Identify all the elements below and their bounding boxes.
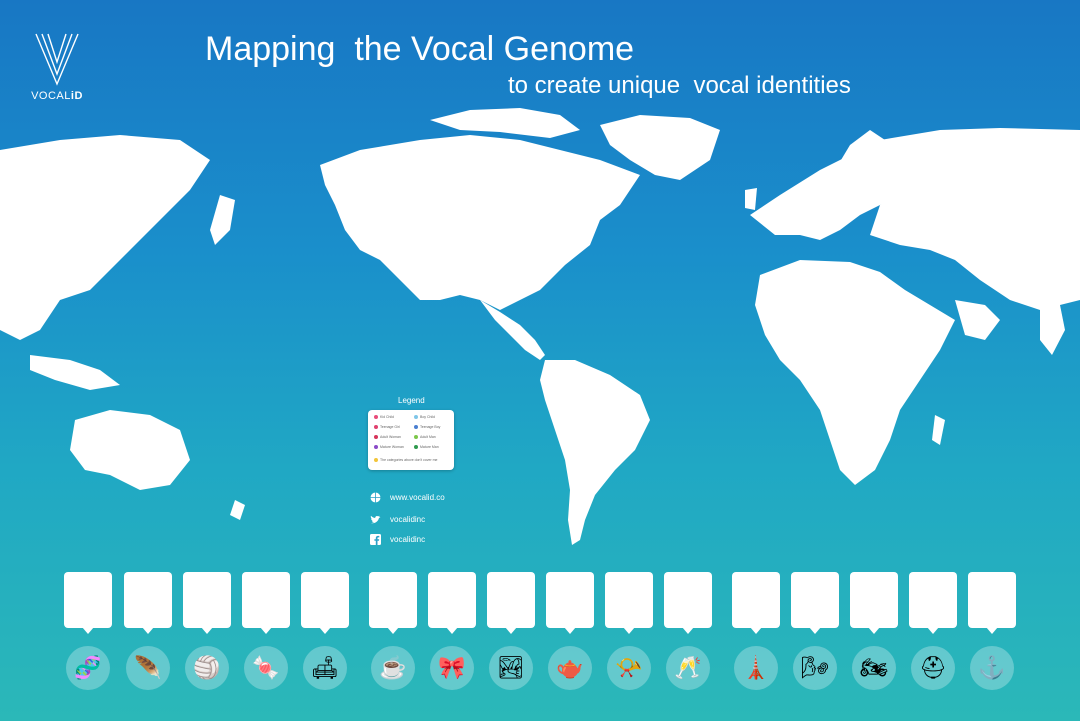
beach-ball-icon[interactable]: 🏐 bbox=[185, 646, 229, 690]
legend-dot bbox=[374, 435, 378, 440]
asia bbox=[870, 128, 1080, 310]
legend-dot bbox=[374, 415, 378, 420]
teapot-icon[interactable]: 🫖 bbox=[548, 646, 592, 690]
legend-label: Teenage Girl bbox=[380, 425, 400, 429]
legend-dot bbox=[414, 445, 418, 450]
legend-box: Kid Child Teenage Girl Adult Woman Mature W… bbox=[368, 410, 454, 470]
central-america bbox=[480, 300, 545, 360]
anchor-icon[interactable]: ⚓ bbox=[970, 646, 1014, 690]
facebook-link[interactable]: vocalidinc bbox=[370, 534, 425, 545]
speech-card[interactable] bbox=[301, 572, 349, 634]
dna-icon[interactable]: 🧬 bbox=[66, 646, 110, 690]
legend-dot bbox=[414, 415, 418, 420]
legend-label: The categories above don't cover me bbox=[380, 458, 438, 462]
legend-item: Mature Woman bbox=[374, 445, 404, 450]
whistle-icon[interactable]: 📯 bbox=[607, 646, 651, 690]
speech-card[interactable] bbox=[732, 572, 780, 634]
logo-text: VOCALiD bbox=[31, 90, 83, 102]
legend-label: Mature Woman bbox=[380, 445, 404, 449]
legend-dot bbox=[374, 458, 378, 463]
speech-card[interactable] bbox=[546, 572, 594, 634]
scandinavia bbox=[835, 130, 885, 180]
speech-card[interactable] bbox=[369, 572, 417, 634]
legend-label: Adult Woman bbox=[380, 435, 401, 439]
speech-card[interactable] bbox=[850, 572, 898, 634]
knight-helmet-icon[interactable]: ⛑ bbox=[911, 646, 955, 690]
speech-card[interactable] bbox=[968, 572, 1016, 634]
speech-card[interactable] bbox=[605, 572, 653, 634]
champagne-glass-icon[interactable]: 🥂 bbox=[666, 646, 710, 690]
legend-label: Boy Child bbox=[420, 415, 435, 419]
feather-icon[interactable]: 🪶 bbox=[126, 646, 170, 690]
arctic-islands bbox=[430, 108, 580, 138]
speech-card[interactable] bbox=[909, 572, 957, 634]
logo-mark-icon bbox=[35, 33, 79, 86]
legend-item: The categories above don't cover me bbox=[374, 458, 438, 463]
uk bbox=[745, 188, 757, 210]
asia-east bbox=[0, 135, 210, 340]
se-asia-islands bbox=[30, 355, 120, 390]
south-america bbox=[540, 360, 650, 545]
twitter-link[interactable]: vocalidinc bbox=[370, 514, 425, 525]
speech-card[interactable] bbox=[428, 572, 476, 634]
landscape-icon[interactable]: 🏞 bbox=[489, 646, 533, 690]
legend-dot bbox=[414, 425, 418, 430]
page-title: Mapping the Vocal Genome bbox=[205, 30, 635, 68]
legend-dot bbox=[374, 425, 378, 430]
legend-dot bbox=[414, 435, 418, 440]
legend-item: Kid Child bbox=[374, 415, 395, 420]
legend-dot bbox=[374, 445, 378, 450]
legend-item: Boy Child bbox=[414, 415, 435, 420]
legend-item: Adult Man bbox=[414, 435, 436, 440]
website-link[interactable]: www.vocalid.co bbox=[370, 492, 445, 503]
armchair-icon[interactable]: 🛋 bbox=[303, 646, 347, 690]
coffee-cup-icon[interactable]: ☕ bbox=[371, 646, 415, 690]
speech-card[interactable] bbox=[791, 572, 839, 634]
madagascar bbox=[932, 415, 945, 445]
legend-item: Teenage Girl bbox=[374, 425, 400, 430]
legend-label: Adult Man bbox=[420, 435, 436, 439]
greenland bbox=[600, 115, 720, 180]
north-america bbox=[320, 135, 640, 310]
africa bbox=[755, 260, 955, 485]
japan bbox=[210, 195, 235, 245]
legend-item: Mature Man bbox=[414, 445, 439, 450]
vocalid-logo: VOCALiD bbox=[22, 30, 92, 102]
facebook-icon bbox=[370, 534, 381, 545]
twitter-text: vocalidinc bbox=[390, 515, 426, 524]
website-text: www.vocalid.co bbox=[390, 493, 445, 502]
legend-label: Kid Child bbox=[380, 415, 395, 419]
twitter-icon bbox=[370, 514, 381, 525]
speech-card[interactable] bbox=[64, 572, 112, 634]
speech-card[interactable] bbox=[487, 572, 535, 634]
arabia bbox=[955, 300, 1000, 340]
australia bbox=[70, 410, 190, 490]
new-zealand bbox=[230, 500, 245, 520]
india bbox=[1040, 300, 1065, 355]
legend-title: Legend bbox=[398, 396, 425, 405]
legend-label: Teenage Boy bbox=[420, 425, 441, 429]
lighthouse-icon[interactable]: 🗼 bbox=[734, 646, 778, 690]
speech-card[interactable] bbox=[664, 572, 712, 634]
legend-label: Mature Man bbox=[420, 445, 439, 449]
page-subtitle: to create unique vocal identities bbox=[508, 72, 851, 99]
speech-card[interactable] bbox=[124, 572, 172, 634]
legend-item: Teenage Boy bbox=[414, 425, 441, 430]
gumball-machine-icon[interactable]: 🍬 bbox=[244, 646, 288, 690]
facebook-text: vocalidinc bbox=[390, 535, 426, 544]
speech-card[interactable] bbox=[183, 572, 231, 634]
bow-tie-icon[interactable]: 🎀 bbox=[430, 646, 474, 690]
speech-card[interactable] bbox=[242, 572, 290, 634]
windmill-icon[interactable]: 🌬 bbox=[793, 646, 837, 690]
legend-item: Adult Woman bbox=[374, 435, 401, 440]
globe-icon bbox=[370, 492, 381, 503]
motorcycle-icon[interactable]: 🏍 bbox=[852, 646, 896, 690]
